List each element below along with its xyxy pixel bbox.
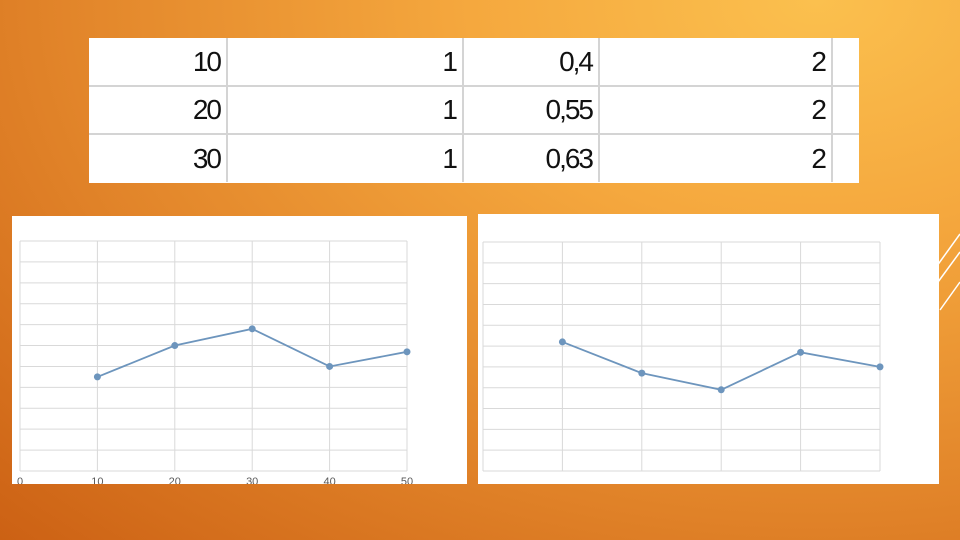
table-cell: 2: [599, 86, 833, 135]
table-cell: 0,63: [463, 134, 600, 182]
decorative-stripe: [939, 281, 960, 311]
table-cell-empty: [832, 134, 859, 182]
x-tick-label: 40: [323, 476, 335, 484]
data-point: [638, 369, 646, 377]
data-point: [326, 362, 334, 370]
table-cell: 1: [227, 134, 464, 182]
x-tick-label: 0: [17, 476, 23, 484]
line-chart-right-svg: [482, 241, 884, 472]
data-point: [403, 348, 411, 356]
x-tick-label: 50: [401, 476, 413, 484]
decorative-stripes: [933, 233, 960, 311]
data-point: [797, 348, 805, 356]
x-tick-label: 30: [246, 476, 258, 484]
line-chart-right: [478, 214, 939, 484]
table-cell: 2: [599, 38, 833, 87]
x-tick-label: 20: [169, 476, 181, 484]
data-table-panel: 10 1 0,4 2 20 1 0,55 2 30 1 0,63 2: [89, 38, 859, 183]
table-cell-empty: [832, 38, 859, 87]
x-tick-label: 10: [91, 476, 103, 484]
table-cell-empty: [832, 86, 859, 135]
table-cell: 30: [89, 134, 228, 182]
table-row: 30 1 0,63 2: [89, 134, 859, 182]
table-cell: 1: [227, 38, 464, 87]
data-point: [171, 342, 179, 350]
data-point: [248, 325, 256, 333]
line-chart-left: 0 10 20 30 40 50: [12, 216, 467, 484]
table-cell: 2: [599, 134, 833, 182]
data-point: [558, 338, 566, 346]
data-point: [717, 386, 725, 394]
decorative-stripe: [937, 251, 960, 283]
table-cell: 1: [227, 86, 464, 135]
data-table: 10 1 0,4 2 20 1 0,55 2 30 1 0,63 2: [89, 38, 859, 182]
table-cell: 10: [89, 38, 228, 87]
decorative-stripe: [933, 233, 960, 271]
table-row: 20 1 0,55 2: [89, 86, 859, 135]
data-point: [876, 363, 884, 371]
table-cell: 0,55: [463, 86, 600, 135]
table-cell: 20: [89, 86, 228, 135]
data-point: [93, 373, 101, 381]
table-cell: 0,4: [463, 38, 600, 87]
line-chart-left-svg: 0 10 20 30 40 50: [17, 240, 413, 484]
table-row: 10 1 0,4 2: [89, 38, 859, 87]
